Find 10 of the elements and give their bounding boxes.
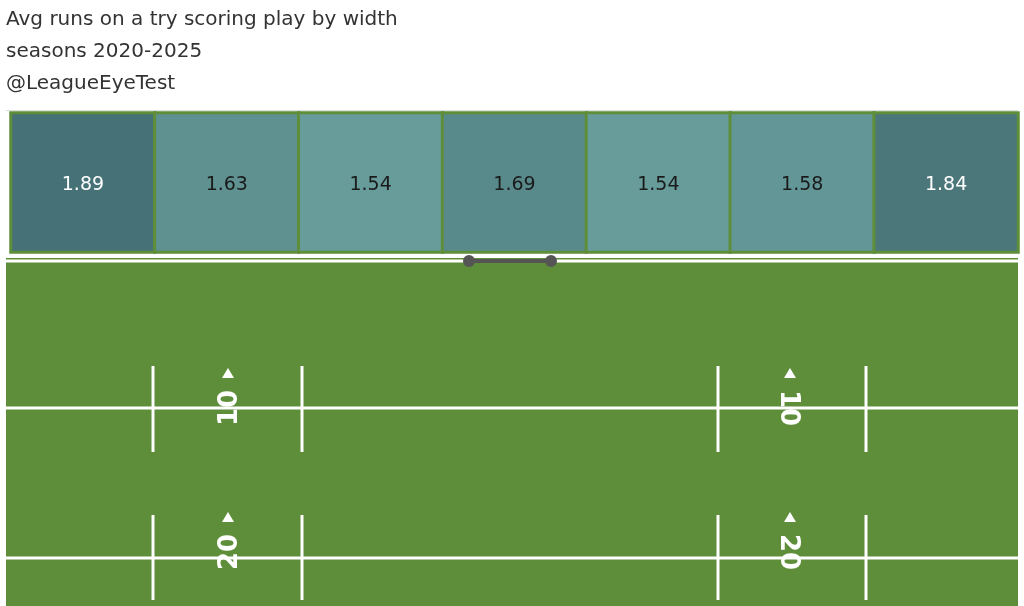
data-label: 1.63 (205, 171, 248, 194)
data-label: 1.54 (637, 171, 680, 194)
data-label: 1.58 (781, 171, 824, 194)
chart-subtitle: seasons 2020-2025 (6, 38, 203, 62)
text: @LeagueEyeTest (6, 70, 176, 94)
data-label: 1.84 (924, 171, 968, 194)
data-label: 1.89 (61, 171, 105, 194)
data-label: 1.54 (349, 171, 392, 194)
chart-title: Avg runs on a try scoring play by width (6, 6, 398, 30)
data-label: 1.69 (493, 171, 536, 194)
